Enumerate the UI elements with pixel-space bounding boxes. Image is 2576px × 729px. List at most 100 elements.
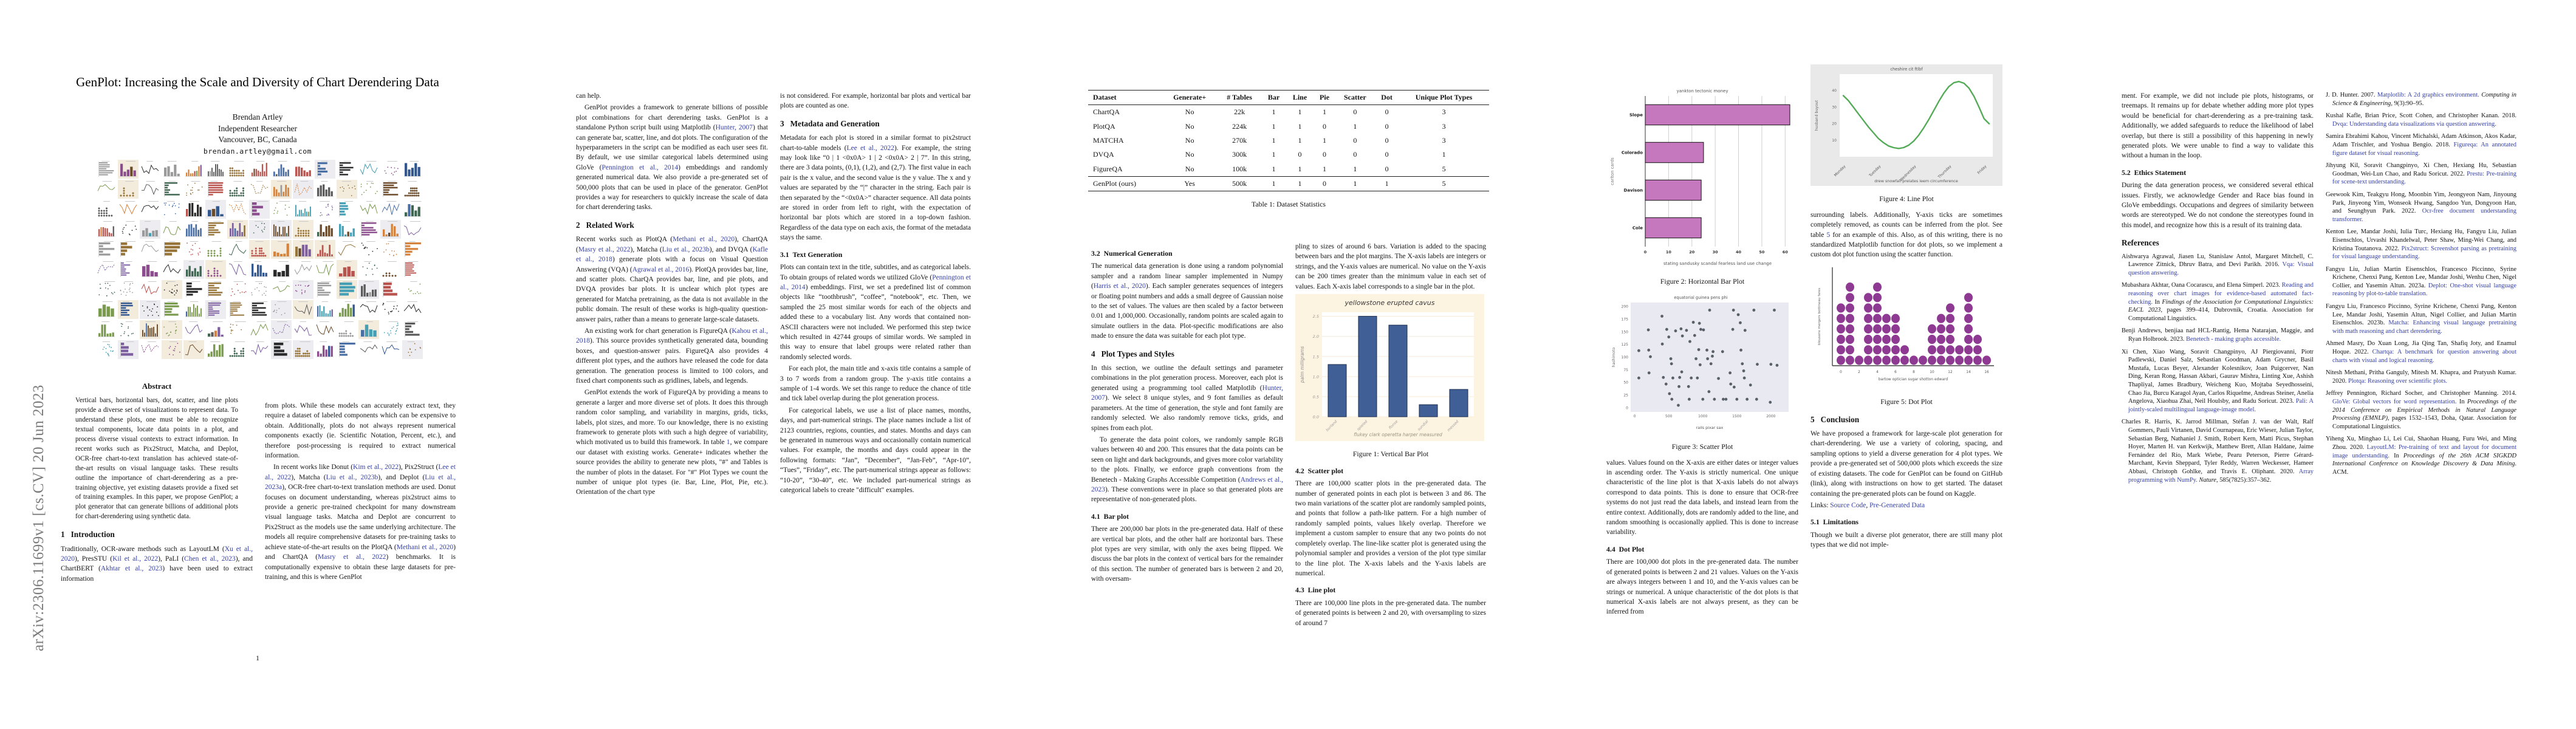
mini-chart-thumbnail [293,220,313,239]
citation-link[interactable]: Methani et al., 2020 [396,543,454,551]
mini-chart-thumbnail [140,260,160,279]
mini-chart-thumbnail [337,160,357,179]
mini-chart-thumbnail [227,200,248,219]
citation-link[interactable]: Pennington et al., 2014 [601,163,679,171]
table-row: MATCHA No 270k 1 1 1 0 0 3 [1088,134,1489,148]
citation-link[interactable]: Chartqa: A benchmark for question answer… [2332,349,2516,364]
section-heading: 1 Introduction [61,530,115,539]
reference-entry: Samira Ebrahimi Kahou, Vincent Michalski… [2326,132,2516,157]
citation-link[interactable]: GloVe: Global vectors for word represent… [2332,399,2457,405]
citation-link[interactable]: Akhtar et al., 2023 [100,565,163,573]
table-cell: No [1185,108,1194,117]
reference-entry: Fangyu Liu, Francesco Piccinno, Syrine K… [2326,303,2516,335]
table-cell: No [1185,135,1194,145]
page-5-column-1: ment. For example, we did not include pi… [2122,91,2314,702]
citation-link[interactable]: Xu et al., 2020 [61,545,253,563]
citation-link[interactable]: Liu et al., 2023b [662,245,710,253]
citation-link[interactable]: 1 [726,439,730,447]
body-text: for an example of this. Also, as of this… [1810,231,2002,259]
body-text: ), Matcha ( [291,473,326,481]
body-text: ) generate plots with a focus on Visual … [576,256,768,273]
author-email[interactable]: brendan.artley@gmail.com [203,146,312,156]
svg-text:12: 12 [1948,371,1953,374]
citation-link[interactable]: Hunter, 2007 [1091,384,1283,402]
citation-link[interactable]: Matcha: Enhancing visual language pretra… [2332,320,2516,335]
table-header: Scatter [1335,90,1375,105]
body-text: Mubashara Akhtar, Oana Cocarascu, and El… [2122,282,2282,289]
mini-chart-thumbnail [227,160,248,179]
mini-chart-thumbnail [380,260,401,279]
paragraph: Links: Source Code, Pre-Generated Data [1810,501,2002,510]
citation-link[interactable]: Pali: A jointly-scaled multilingual lang… [2128,398,2314,413]
citation-link[interactable]: Methani et al., 2020 [673,236,735,244]
mini-chart-thumbnail [249,320,270,339]
body-text: Though we built a diverse plot generator… [1810,531,2002,549]
mini-chart-thumbnail [271,300,292,319]
citation-link[interactable]: Deplot: One-shot visual language reasoni… [2332,282,2516,298]
citation-link[interactable]: Figureqa: An annotated figure dataset fo… [2332,141,2516,157]
citation-link[interactable]: Andrews et al., 2023 [1091,476,1283,493]
author-location: Vancouver, BC, Canada [218,135,297,144]
citation-link[interactable]: Lee et al., 2022 [265,464,456,481]
mini-chart-thumbnail [358,340,379,359]
body-text: We have proposed a framework for large-s… [1810,430,2002,498]
mini-chart-thumbnail [140,240,160,259]
citation-link[interactable]: 5 [1826,231,1831,239]
citation-link[interactable]: Prestu: Pre-training for scene-text unde… [2332,170,2516,186]
citation-link[interactable]: Matplotlib: A 2d graphics environment. [2377,92,2479,98]
mini-chart-thumbnail [271,320,292,339]
citation-link[interactable]: Ocr-free document understanding transfor… [2332,208,2516,223]
section-heading: 4.4 Dot Plot [1606,544,1645,553]
citation-link[interactable]: Benetech - making graphs accessible. [2186,336,2281,343]
table-cell: 0 [1323,150,1327,159]
mini-chart-thumbnail [337,340,357,359]
table-header: Dot [1375,90,1399,105]
author-block: Brendan Artley Independent Researcher Va… [63,112,452,157]
section-heading: 3.2 Numerical Generation [1091,249,1173,258]
citation-link[interactable]: Chen et al., 2023 [184,555,236,563]
citation-link[interactable]: Hunter, 2007 [715,124,753,132]
reference-entry: Ahmed Masry, Do Xuan Long, Jia Qing Tan,… [2326,340,2516,364]
citation-link[interactable]: Kim et al., 2022 [353,464,399,471]
mini-chart-thumbnail [162,200,182,219]
citation-link[interactable]: Plotqa: Reasoning over scientific plots. [2348,377,2448,385]
table-cell: 100k [1232,164,1247,173]
citation-link[interactable]: Pix2struct: Screenshot parsing as pretra… [2332,245,2516,261]
svg-text:drew snowfall prelates leem ci: drew snowfall prelates leem circumferenc… [1874,179,1958,183]
citation-link[interactable]: Array programming with NumPy. [2128,468,2314,484]
citation-link[interactable]: Pre-Generated Data [1869,501,1925,509]
citation-link[interactable]: Source Code [1830,501,1866,509]
figure-caption: Figure 2: Horizontal Bar Plot [1660,277,1745,286]
table-cell: 1 [1442,150,1446,159]
citation-link[interactable]: LayoutLM: Pre-training of text and layou… [2332,443,2516,459]
mini-chart-thumbnail [118,200,139,219]
table-cell: 1 [1298,108,1302,117]
table-row: FigureQA No 100k 1 1 1 1 0 5 [1088,162,1489,177]
author-affiliation: Independent Researcher [218,123,298,133]
body-text: , we compare our dataset with existing w… [576,439,768,496]
body-text: ), and Deplot ( [378,473,425,481]
citation-link[interactable]: Kahou et al., 2018 [576,327,768,345]
citation-link[interactable]: Masry et al., 2022 [318,553,386,561]
mini-chart-thumbnail [205,300,226,319]
citation-link[interactable]: Pennington et al., 2014 [780,273,971,291]
paragraph: Recent works such as PlotQA (Methani et … [576,234,768,324]
citation-link[interactable]: Dvqa: Understanding data visualizations … [2332,120,2496,128]
citation-link[interactable]: Reading and reasoning over chart images … [2128,282,2314,306]
citation-link[interactable]: Masry et al., 2022 [578,245,631,253]
mini-chart-thumbnail [162,280,182,299]
svg-text:flukey clark operetta harper m: flukey clark operetta harper measured [1354,432,1442,437]
citation-link[interactable]: Kil et al., 2022 [112,555,159,563]
paragraph: Though we built a diverse plot generator… [1810,530,2002,550]
body-text: Kenton Lee, Mandar Joshi, Iulia Turc, He… [2326,228,2516,252]
citation-link[interactable]: Agrawal et al., 2016 [632,265,690,273]
body-text: There are 200,000 bar plots in the pre-g… [1091,525,1283,583]
citation-link[interactable]: Lee et al., 2022 [846,144,895,152]
citation-link[interactable]: Kafle et al., 2018 [576,245,768,264]
citation-link[interactable]: Harris et al., 2020 [1093,282,1146,290]
table-cell: 0 [1298,150,1302,159]
citation-link[interactable]: Vqa: Visual question answering. [2128,261,2314,276]
citation-link[interactable]: Liu et al., 2023a [265,473,456,491]
citation-link[interactable]: Liu et al., 2023b [326,473,379,481]
